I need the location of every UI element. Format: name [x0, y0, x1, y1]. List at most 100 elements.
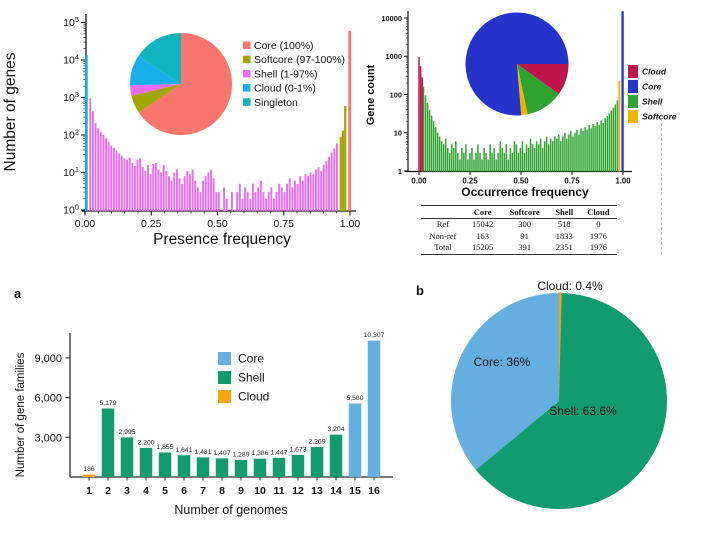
x-tick-label: 2: [105, 485, 111, 497]
legend-label: Shell (1-97%): [254, 68, 318, 80]
shell-bar: [469, 152, 471, 172]
shell-bar: [225, 198, 228, 211]
shell-bar: [461, 147, 463, 172]
shell-bar: [270, 187, 273, 211]
bar-value-label: 2,995: [118, 429, 135, 436]
y-tick-label: 9,000: [34, 353, 62, 365]
shell-bar: [523, 152, 526, 172]
cloud-bar: [419, 66, 422, 172]
pie-slice-cloud-0-4: [558, 292, 563, 402]
x-tick-label: 6: [181, 485, 187, 497]
shell-bar: [212, 178, 215, 211]
x-tick-label: 16: [368, 485, 380, 497]
shell-bar: [273, 198, 275, 211]
pie-slice-shell-63-6: [475, 293, 667, 509]
shell-bar: [499, 141, 501, 172]
bar-genomes-8: [215, 458, 229, 477]
table-cell: 2351: [555, 242, 573, 253]
shell-bar: [584, 127, 586, 172]
shell-bar: [485, 152, 487, 172]
shell-bar: [455, 141, 457, 172]
shell-bar: [283, 192, 286, 211]
legend-label: Core: [238, 352, 264, 366]
shell-bar: [246, 192, 249, 211]
shell-bar: [537, 144, 540, 172]
x-tick-label: 1.00: [340, 218, 361, 230]
pie-slice-core: [465, 12, 569, 116]
shell-bar: [608, 113, 611, 172]
shell-bar: [133, 165, 136, 211]
shell-bar: [307, 176, 309, 211]
y-tick-label: 10000: [381, 14, 402, 23]
shell-bar: [89, 98, 92, 211]
shell-bar: [286, 183, 289, 211]
bar-genomes-5: [158, 452, 172, 477]
shell-bar: [317, 167, 320, 211]
shell-bar: [442, 144, 445, 172]
shell-bar: [112, 148, 115, 211]
shell-bar: [335, 143, 338, 211]
shell-bar: [430, 115, 433, 172]
shell-bar: [459, 159, 461, 172]
shell-bar: [320, 170, 323, 211]
core-bar: [348, 30, 352, 211]
y-tick-label: 101: [63, 165, 79, 179]
bar-value-label: 1,855: [156, 444, 173, 451]
shell-bar: [170, 180, 173, 211]
shell-bar: [231, 192, 233, 211]
bar-value-label: 1,289: [232, 451, 249, 458]
legend-label: Singleton: [254, 97, 298, 109]
pie-slice-core-100: [138, 33, 232, 136]
cloud-bar: [421, 77, 424, 172]
shell-bar: [473, 159, 475, 172]
shell-bar: [275, 192, 278, 211]
singleton-legend-swatch: [243, 98, 251, 106]
bar-genomes-1: [82, 474, 96, 477]
bar-value-label: 3,204: [327, 426, 344, 433]
shell-bar: [578, 134, 580, 172]
shell-bar: [186, 170, 189, 211]
legend-label: Shell: [238, 371, 265, 385]
y-axis-title: Number of genes: [2, 52, 19, 171]
shell-bar: [99, 132, 102, 211]
table-cell: 163: [476, 230, 490, 241]
shell-bar: [202, 180, 205, 211]
shell-bar: [94, 122, 97, 211]
shell-bar: [157, 169, 160, 211]
shell-bar: [139, 158, 142, 211]
shell-legend-swatch: [628, 95, 638, 108]
shell-bar: [241, 198, 244, 211]
shell-bar: [432, 121, 435, 172]
bar-value-label: 10,307: [364, 332, 385, 339]
table-row: Ref 15042 300 518 0: [421, 218, 617, 230]
shell-bar: [612, 107, 615, 172]
shell-bar: [102, 135, 105, 211]
shell-bar: [545, 136, 548, 172]
shell-bar: [115, 150, 118, 211]
shell-bar: [422, 86, 425, 172]
table-cell: 518: [557, 219, 571, 230]
legend-label: Core: [642, 82, 662, 92]
table-row: Non-ref 163 91 1833 1976: [421, 230, 617, 242]
y-tick-label: 103: [63, 90, 79, 104]
shell-bar: [457, 152, 459, 172]
legend-label: Cloud: [642, 67, 667, 77]
shell-bar: [519, 147, 522, 172]
shell-bar: [147, 164, 149, 211]
bar-value-label: 2,200: [137, 439, 154, 446]
shell-bar: [586, 129, 588, 172]
bar-genomes-12: [291, 454, 305, 477]
y-tick-label: 6,000: [34, 393, 62, 405]
shell-1-97-legend-swatch: [243, 69, 251, 78]
core-legend-swatch: [218, 352, 231, 365]
x-tick-label: 0.50: [207, 218, 228, 230]
shell-bar: [497, 152, 499, 172]
x-tick-label: 0.00: [411, 177, 427, 186]
shell-bar: [505, 144, 508, 172]
bar-value-label: 5,560: [346, 395, 363, 402]
shell-bar: [194, 180, 197, 211]
shell-bar: [606, 116, 609, 172]
shell-bar: [541, 147, 544, 172]
shell-bar: [236, 192, 239, 211]
shell-bar: [535, 141, 538, 172]
